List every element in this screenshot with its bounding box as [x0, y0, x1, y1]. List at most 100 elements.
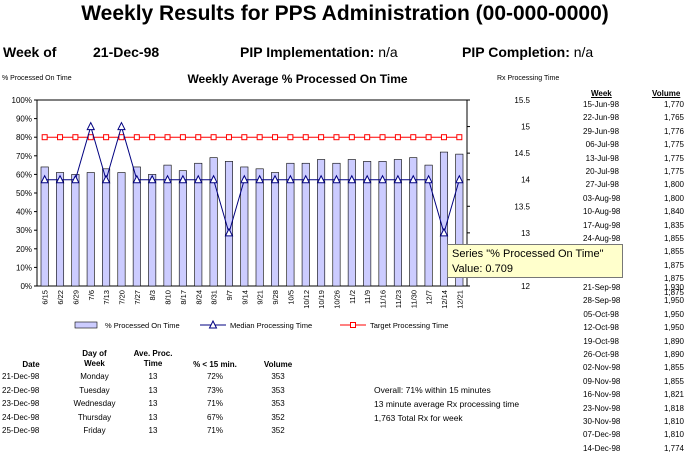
legend-label: Median Processing Time	[230, 321, 312, 330]
side-volume-cell: 1,855	[663, 234, 684, 243]
side-volume-cell: 1,774	[663, 443, 684, 453]
tooltip-series: Series "% Processed On Time"	[452, 248, 604, 260]
median-point	[240, 174, 249, 184]
bar	[178, 170, 187, 287]
daily-cell: Monday	[80, 372, 109, 381]
side-week-cell: 07-Dec-98	[583, 430, 621, 440]
category-label: 8/3	[148, 290, 157, 300]
target-point	[302, 134, 309, 141]
daily-cell: 13	[148, 372, 158, 381]
left-axis-label: % Processed On Time	[2, 75, 72, 82]
median-line	[44, 124, 460, 235]
category-label: 11/2	[348, 290, 357, 304]
target-point	[456, 134, 463, 141]
median-point	[408, 174, 418, 184]
median-point	[86, 121, 96, 131]
category-label: 7/20	[117, 290, 126, 305]
bar	[224, 161, 233, 287]
target-point	[133, 134, 140, 141]
category-label: 10/26	[332, 290, 341, 309]
category-label: 6/15	[41, 290, 50, 305]
bar	[347, 159, 356, 287]
category-label: 7/27	[133, 290, 142, 305]
target-point	[195, 134, 202, 141]
side-week-cell: 29-Jun-98	[583, 126, 620, 136]
target-point	[333, 134, 340, 141]
daily-cell: 73%	[206, 385, 223, 395]
report-title: Weekly Results for PPS Administration (0…	[81, 2, 609, 25]
pip-completion: PIP Completion: n/a	[462, 44, 593, 60]
side-week-cell: 10-Aug-98	[583, 207, 621, 217]
category-label: 12/7	[425, 290, 434, 305]
bar	[163, 164, 172, 287]
median-point	[178, 174, 188, 184]
daily-cell: 13	[148, 412, 158, 422]
summary-line-1: Overall: 71% within 15 minutes	[374, 385, 491, 395]
side-volume-cell: 1,855	[663, 247, 684, 257]
daily-cell: 13	[148, 399, 158, 408]
target-point	[318, 134, 325, 141]
category-label: 11/9	[363, 290, 372, 304]
daily-cell: 25-Dec-98	[2, 426, 40, 435]
daily-cell: 13	[148, 426, 158, 435]
category-label: 9/28	[271, 290, 280, 305]
target-point	[57, 134, 64, 141]
bar	[271, 172, 280, 287]
left-tick-label: 50%	[16, 189, 32, 198]
category-label: 8/17	[179, 290, 188, 305]
bar	[286, 162, 295, 287]
left-tick-label: 10%	[16, 263, 32, 272]
side-volume-cell: 1,770	[663, 100, 684, 109]
target-point	[272, 134, 279, 141]
category-label: 7/6	[87, 290, 96, 300]
target-point	[118, 134, 125, 141]
side-week-cell: 19-Oct-98	[583, 336, 619, 346]
target-point	[256, 134, 263, 141]
side-volume-cell: 1,818	[663, 403, 684, 413]
median-point	[40, 174, 49, 184]
right-tick-label: 14	[521, 176, 530, 185]
side-volume-cell: 1,810	[663, 417, 684, 426]
bar	[378, 161, 387, 287]
daily-cell: 22-Dec-98	[2, 385, 40, 395]
target-point	[425, 134, 432, 141]
side-volume-cell: 1,800	[663, 193, 684, 203]
median-point	[255, 174, 264, 184]
daily-cell: 352	[271, 426, 285, 435]
side-week-cell: 15-Jun-98	[583, 100, 620, 109]
side-volume-cell: 1,810	[663, 430, 684, 440]
daily-cell: 71%	[206, 399, 223, 408]
category-label: 11/30	[409, 290, 418, 308]
target-point	[410, 134, 417, 141]
side-week-cell: 22-Jun-98	[583, 113, 620, 123]
median-point	[362, 174, 372, 184]
legend-bar-swatch	[74, 321, 98, 329]
right-tick-label: 12	[521, 282, 530, 291]
median-point	[132, 174, 142, 184]
category-label: 12/21	[455, 290, 464, 309]
target-point	[287, 134, 294, 141]
side-volume-cell: 1,775	[663, 140, 684, 150]
target-point	[394, 134, 401, 141]
category-label: 11/16	[379, 290, 388, 308]
side-volume-cell: 1,875	[663, 260, 684, 270]
median-point	[439, 227, 449, 237]
daily-cell: Wednesday	[73, 399, 116, 408]
right-tick-label: 13	[521, 229, 530, 238]
median-point	[332, 174, 341, 184]
combo-chart[interactable]: 0%10%20%30%40%50%60%70%80%90%100%1212.51…	[0, 90, 590, 345]
target-point	[72, 134, 79, 141]
right-tick-label: 13.5	[514, 202, 530, 211]
daily-cell: 13	[148, 385, 158, 395]
median-point	[55, 174, 65, 184]
bar	[363, 161, 372, 287]
side-week-cell: 30-Nov-98	[583, 417, 621, 426]
side-volume-cell: 1,875	[663, 274, 684, 284]
bar	[148, 174, 157, 287]
legend-median-marker	[208, 319, 218, 329]
target-point	[225, 134, 232, 141]
side-week-cell: 27-Jul-98	[585, 180, 619, 190]
side-volume-cell: 1,775	[663, 167, 684, 176]
target-point	[210, 134, 217, 141]
target-point	[179, 134, 186, 141]
